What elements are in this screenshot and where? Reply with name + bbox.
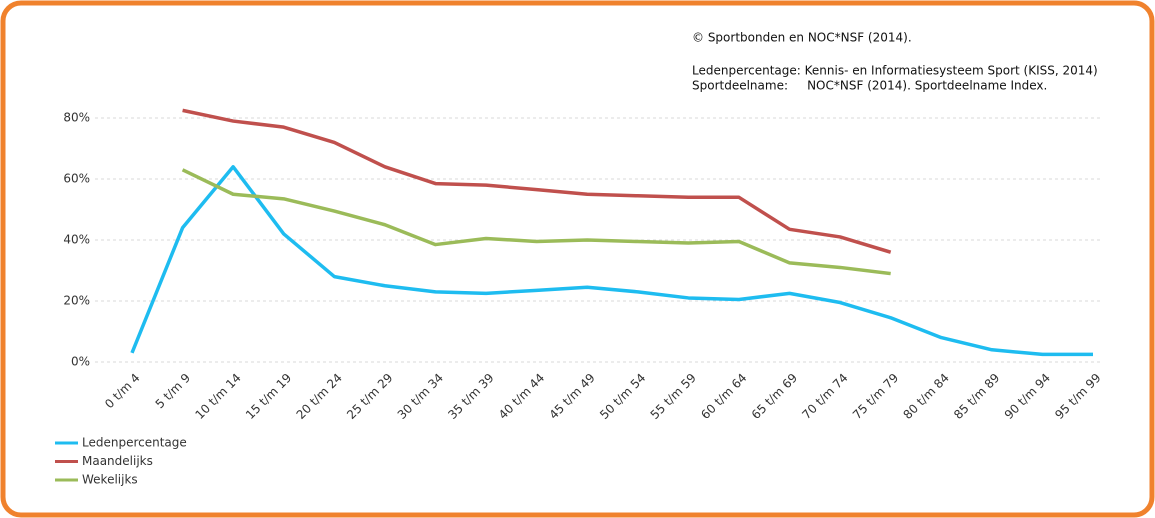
annotation: Sportdeelname: NOC*NSF (2014). Sportdeel…	[692, 79, 1047, 93]
y-tick-label: 60%	[63, 172, 90, 186]
y-tick-label: 0%	[71, 355, 90, 369]
series-line	[182, 108, 892, 254]
legend-label: Wekelijks	[82, 473, 138, 487]
annotation: Ledenpercentage: Kennis- en Informatiesy…	[692, 64, 1098, 78]
y-tick-label: 20%	[63, 294, 90, 308]
y-tick-label: 80%	[63, 111, 90, 125]
annotation: © Sportbonden en NOC*NSF (2014).	[692, 31, 912, 45]
series-line	[130, 165, 1093, 357]
legend-label: Ledenpercentage	[82, 436, 187, 450]
legend-label: Maandelijks	[82, 454, 153, 468]
series-line	[181, 168, 891, 276]
y-tick-label: 40%	[63, 233, 90, 247]
